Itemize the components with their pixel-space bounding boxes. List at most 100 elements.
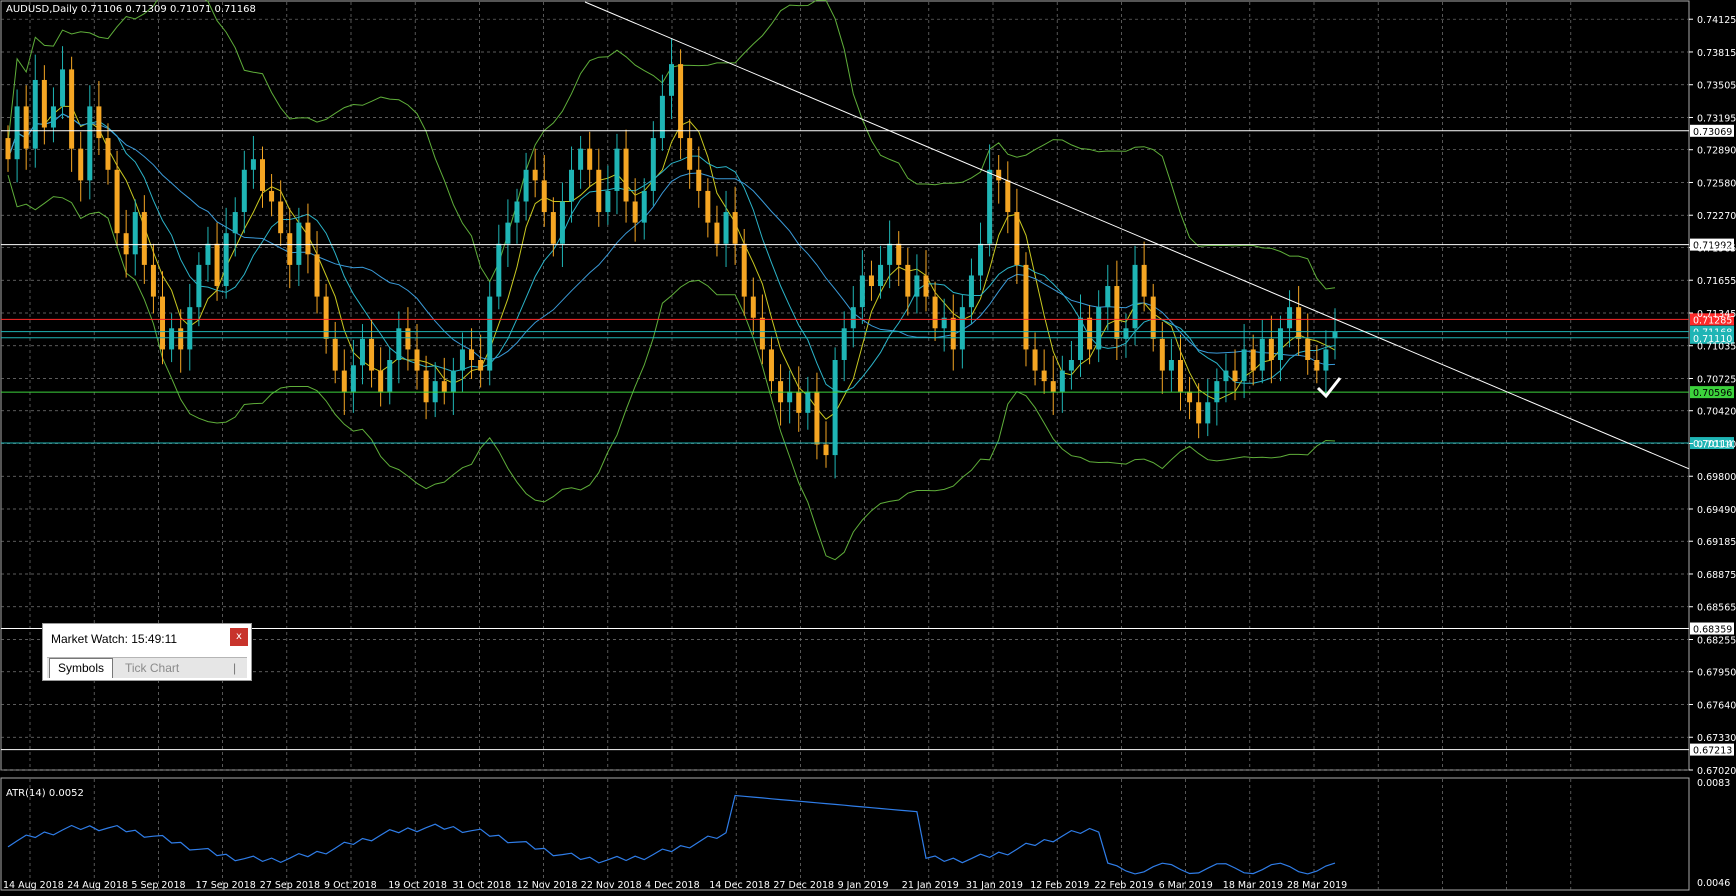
- candle-body: [1187, 391, 1193, 403]
- price-tick-label: 0.70725: [1697, 374, 1736, 385]
- level-price-label: 0.71992: [1693, 241, 1732, 252]
- candle-body: [841, 328, 847, 360]
- atr-tick-label: 0.0046: [1697, 878, 1730, 889]
- date-axis: 14 Aug 2018 24 Aug 2018 5 Sep 2018 17 Sep 2…: [3, 880, 1347, 891]
- date-tick-label: 14 Aug 2018: [3, 880, 64, 891]
- candle-body: [114, 169, 120, 234]
- level-price-tag: [1690, 124, 1734, 137]
- candle-body: [596, 169, 602, 213]
- level-price-tag: [1690, 331, 1734, 344]
- candle-body: [141, 212, 147, 265]
- candle-body: [741, 243, 747, 297]
- candle-body: [469, 349, 475, 360]
- candle-body: [132, 212, 138, 255]
- main-panel-frame: [0, 0, 1690, 771]
- price-tick-label: 0.71035: [1697, 342, 1736, 353]
- candle-body: [650, 138, 656, 191]
- atr-line: [7, 794, 1336, 875]
- trendline: [584, 1, 1690, 470]
- date-tick-label: 9 Oct 2018: [324, 880, 377, 891]
- candle-body: [1241, 349, 1247, 382]
- date-tick-label: 21 Jan 2019: [902, 880, 959, 891]
- level-price-tag: [1690, 313, 1734, 326]
- candle-body: [532, 169, 538, 181]
- candle-body: [187, 307, 193, 350]
- level-price-label: 0.68359: [1693, 625, 1732, 636]
- date-tick-label: 5 Sep 2018: [131, 880, 185, 891]
- candle-body: [96, 106, 102, 139]
- tab-symbols[interactable]: Symbols: [49, 658, 114, 678]
- date-tick-label: 24 Aug 2018: [67, 880, 128, 891]
- candle-body: [150, 264, 156, 297]
- candle-body: [32, 79, 38, 149]
- candle-body: [341, 370, 347, 392]
- candle-body: [1005, 180, 1011, 213]
- candle-body: [1277, 328, 1283, 360]
- price-tick-label: 0.72270: [1697, 211, 1736, 222]
- date-tick-label: 9 Jan 2019: [838, 880, 889, 891]
- date-tick-label: 18 Mar 2019: [1223, 880, 1283, 891]
- candle-body: [1232, 370, 1238, 382]
- tab-tick-chart[interactable]: Tick Chart: [125, 661, 180, 675]
- candle-body: [278, 201, 284, 234]
- ma-fast: [7, 105, 1336, 420]
- price-tick-label: 0.67950: [1697, 668, 1736, 679]
- candle-body: [950, 317, 956, 350]
- candle-body: [359, 338, 365, 366]
- candle-body: [478, 359, 484, 371]
- price-tick-label: 0.68255: [1697, 635, 1736, 646]
- level-price-label: 0.71285: [1693, 315, 1732, 326]
- candle-body: [1287, 307, 1293, 329]
- candle-body: [923, 275, 929, 297]
- level-price-tag: [1690, 622, 1734, 635]
- candle-body: [1059, 370, 1065, 392]
- close-icon[interactable]: x: [230, 628, 248, 646]
- candle-body: [759, 317, 765, 350]
- price-tick-label: 0.73195: [1697, 113, 1736, 124]
- level-price-label: 0.70596: [1693, 388, 1732, 399]
- price-tick-label: 0.69185: [1697, 537, 1736, 548]
- candle-body: [405, 328, 411, 350]
- candle-body: [905, 264, 911, 297]
- candle-body: [687, 138, 693, 170]
- candle-body: [896, 243, 902, 265]
- candle-body: [259, 159, 265, 191]
- candle-body: [396, 328, 402, 360]
- candle-body: [887, 243, 893, 265]
- candle-body: [1159, 338, 1165, 371]
- candle-body: [60, 69, 66, 107]
- candle-body: [378, 370, 384, 392]
- candle-body: [878, 264, 884, 287]
- candle-body: [1132, 264, 1138, 329]
- candle-body: [678, 64, 684, 139]
- candle-body: [659, 95, 665, 139]
- candle-body: [387, 359, 393, 392]
- date-tick-label: 22 Feb 2019: [1094, 880, 1153, 891]
- candle-body: [605, 190, 611, 213]
- candle-body: [1250, 349, 1256, 371]
- date-tick-label: 27 Sep 2018: [260, 880, 320, 891]
- price-tick-label: 0.69490: [1697, 505, 1736, 516]
- price-axis: 0.74125 0.73815 0.73505 0.73195 0.72890 0.725…: [1689, 15, 1736, 777]
- candle-body: [705, 190, 711, 223]
- candle-body: [450, 370, 456, 392]
- candle-body: [623, 148, 629, 202]
- candle-body: [87, 106, 93, 181]
- candle-body: [1205, 402, 1211, 424]
- candle-body: [569, 169, 575, 202]
- atr-tick-label: 0.0083: [1697, 778, 1730, 789]
- candle-body: [1314, 359, 1320, 371]
- candle-body: [305, 222, 311, 255]
- candle-body: [123, 233, 129, 255]
- candle-body: [832, 359, 838, 456]
- atr-indicator: 0.0083 0.0046: [7, 778, 1730, 889]
- candle-body: [914, 275, 920, 297]
- date-tick-label: 12 Nov 2018: [517, 880, 578, 891]
- candle-body: [587, 148, 593, 170]
- candle-body: [505, 222, 511, 244]
- candle-body: [223, 233, 229, 287]
- candle-body: [1168, 359, 1174, 371]
- price-tick-label: 0.74125: [1697, 15, 1736, 26]
- market-watch-window[interactable]: Market Watch: 15:49:11 x Symbols Tick Ch…: [42, 623, 252, 681]
